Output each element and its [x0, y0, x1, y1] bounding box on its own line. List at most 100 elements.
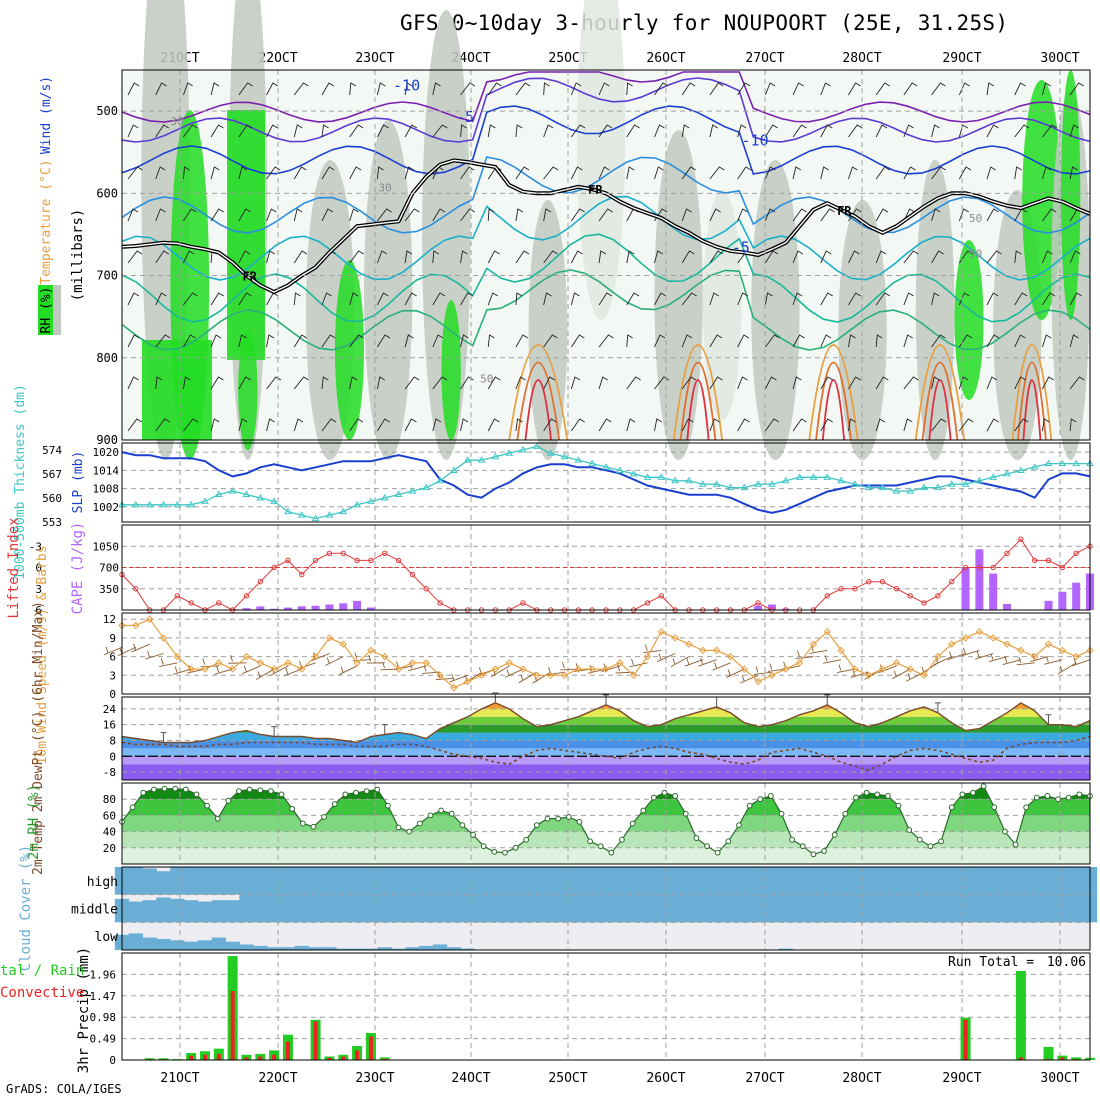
- cloud-cell: [363, 894, 379, 923]
- wind-barb: [460, 418, 469, 432]
- wind-barb: [626, 334, 633, 348]
- lifted-index-marker: [879, 578, 886, 585]
- wind-barb: [681, 418, 694, 432]
- cloud-cell: [253, 867, 268, 895]
- thickness-marker: [615, 466, 624, 473]
- thickness-marker: [809, 473, 818, 480]
- wind-barb-10m: [117, 646, 137, 657]
- cloud-cell: [156, 871, 171, 895]
- wind-speed-marker: [1086, 646, 1094, 655]
- wind-barb: [903, 208, 915, 222]
- wind-barb: [127, 250, 143, 264]
- wind-speed-marker: [795, 659, 804, 667]
- cloud-cell: [916, 867, 932, 895]
- wind-barb: [432, 82, 441, 96]
- wind-barb: [1042, 376, 1055, 390]
- rh-marker: [1055, 796, 1061, 803]
- wind-speed-marker: [546, 671, 555, 680]
- wind-barb: [598, 82, 610, 96]
- wind-speed-marker: [408, 659, 417, 667]
- wind-speed-marker: [201, 665, 209, 673]
- wind-speed-marker: [477, 671, 486, 680]
- cloud-cell: [681, 894, 697, 923]
- cloud-cell: [972, 867, 987, 895]
- rh-area: [751, 160, 800, 460]
- wind-barb: [931, 418, 947, 432]
- wind-speed-marker: [270, 665, 278, 673]
- rh-marker: [406, 828, 413, 835]
- cloud-cell: [986, 894, 1001, 923]
- ylabel-cloud: Cloud Cover (%): [18, 845, 34, 971]
- wind-barb: [820, 124, 833, 138]
- run-total-label: Run Total =: [948, 955, 1034, 970]
- contour-label: 50: [969, 212, 982, 225]
- cloud-level-label: low: [95, 930, 119, 945]
- wind-barb-10m: [988, 653, 1008, 663]
- wind-barb: [737, 166, 752, 180]
- cloud-cell: [349, 948, 365, 950]
- wind-barb: [210, 208, 224, 222]
- lifted-index-marker: [990, 564, 996, 571]
- ylabel-rh: RH (%): [39, 287, 54, 334]
- cape-tick-label: 1050: [93, 540, 120, 553]
- thickness-marker: [270, 497, 278, 504]
- lifted-index-marker: [368, 557, 374, 564]
- wind-barb-10m: [1002, 656, 1021, 665]
- precip-convective-bar: [216, 1053, 221, 1060]
- wind-tick-label: 9: [109, 632, 116, 645]
- minmax-whisker: [271, 726, 278, 737]
- cloud-cell: [640, 894, 655, 923]
- wind-barb: [681, 124, 690, 138]
- thickness-line: [122, 445, 1090, 520]
- legend-rain: Rain: [51, 963, 85, 979]
- rh-marker: [1012, 841, 1019, 848]
- wind-barb: [626, 418, 636, 432]
- cloud-cell: [128, 867, 143, 895]
- wind-barb: [820, 418, 833, 432]
- temperature-contour: [524, 379, 552, 441]
- cape-bar: [1003, 603, 1012, 610]
- wind-barb: [127, 82, 140, 96]
- contour-label: 30: [379, 182, 392, 195]
- thickness-marker: [214, 490, 223, 498]
- y-tick-label: 800: [96, 351, 118, 365]
- wind-barb: [487, 334, 495, 348]
- precip-convective-bar: [382, 1058, 387, 1060]
- cloud-cell: [999, 867, 1015, 895]
- wind-barb-10m: [698, 657, 717, 667]
- ylabel-rh2m: 2m RH (%): [26, 784, 42, 860]
- thickness-marker: [837, 476, 845, 484]
- date-label-bottom: 27OCT: [745, 1071, 784, 1086]
- thickness-marker: [297, 511, 306, 518]
- cloud-cell: [737, 894, 752, 923]
- wind-barb: [875, 166, 891, 180]
- wind-barb: [432, 292, 446, 306]
- rh-marker: [587, 838, 593, 845]
- thickness-marker: [560, 452, 569, 460]
- rh-marker: [353, 789, 359, 796]
- thickness-marker: [892, 487, 901, 494]
- lifted-index-marker: [1018, 536, 1024, 542]
- wind-barb: [1069, 82, 1084, 96]
- wind-barb: [764, 82, 776, 96]
- cloud-cell: [211, 867, 226, 895]
- wind-barb: [321, 82, 335, 96]
- wind-barb: [958, 376, 969, 390]
- rh-marker: [767, 793, 774, 799]
- wind-speed-marker: [1003, 640, 1011, 648]
- wind-barb: [737, 376, 748, 390]
- cape-bar: [325, 604, 334, 610]
- cloud-cell: [944, 894, 959, 923]
- date-label-bottom: 24OCT: [451, 1071, 490, 1086]
- cloud-cell: [308, 867, 323, 895]
- cloud-cell: [750, 867, 766, 895]
- wind-barb: [570, 376, 581, 390]
- wind-speed-marker: [394, 665, 403, 673]
- rh-marker: [268, 788, 274, 794]
- thickness-marker: [532, 442, 541, 449]
- wind-barb: [183, 418, 199, 432]
- wind-barb: [515, 292, 523, 306]
- wind-speed-marker: [560, 671, 569, 680]
- wind-barb: [377, 334, 391, 348]
- thickness-marker: [339, 507, 348, 515]
